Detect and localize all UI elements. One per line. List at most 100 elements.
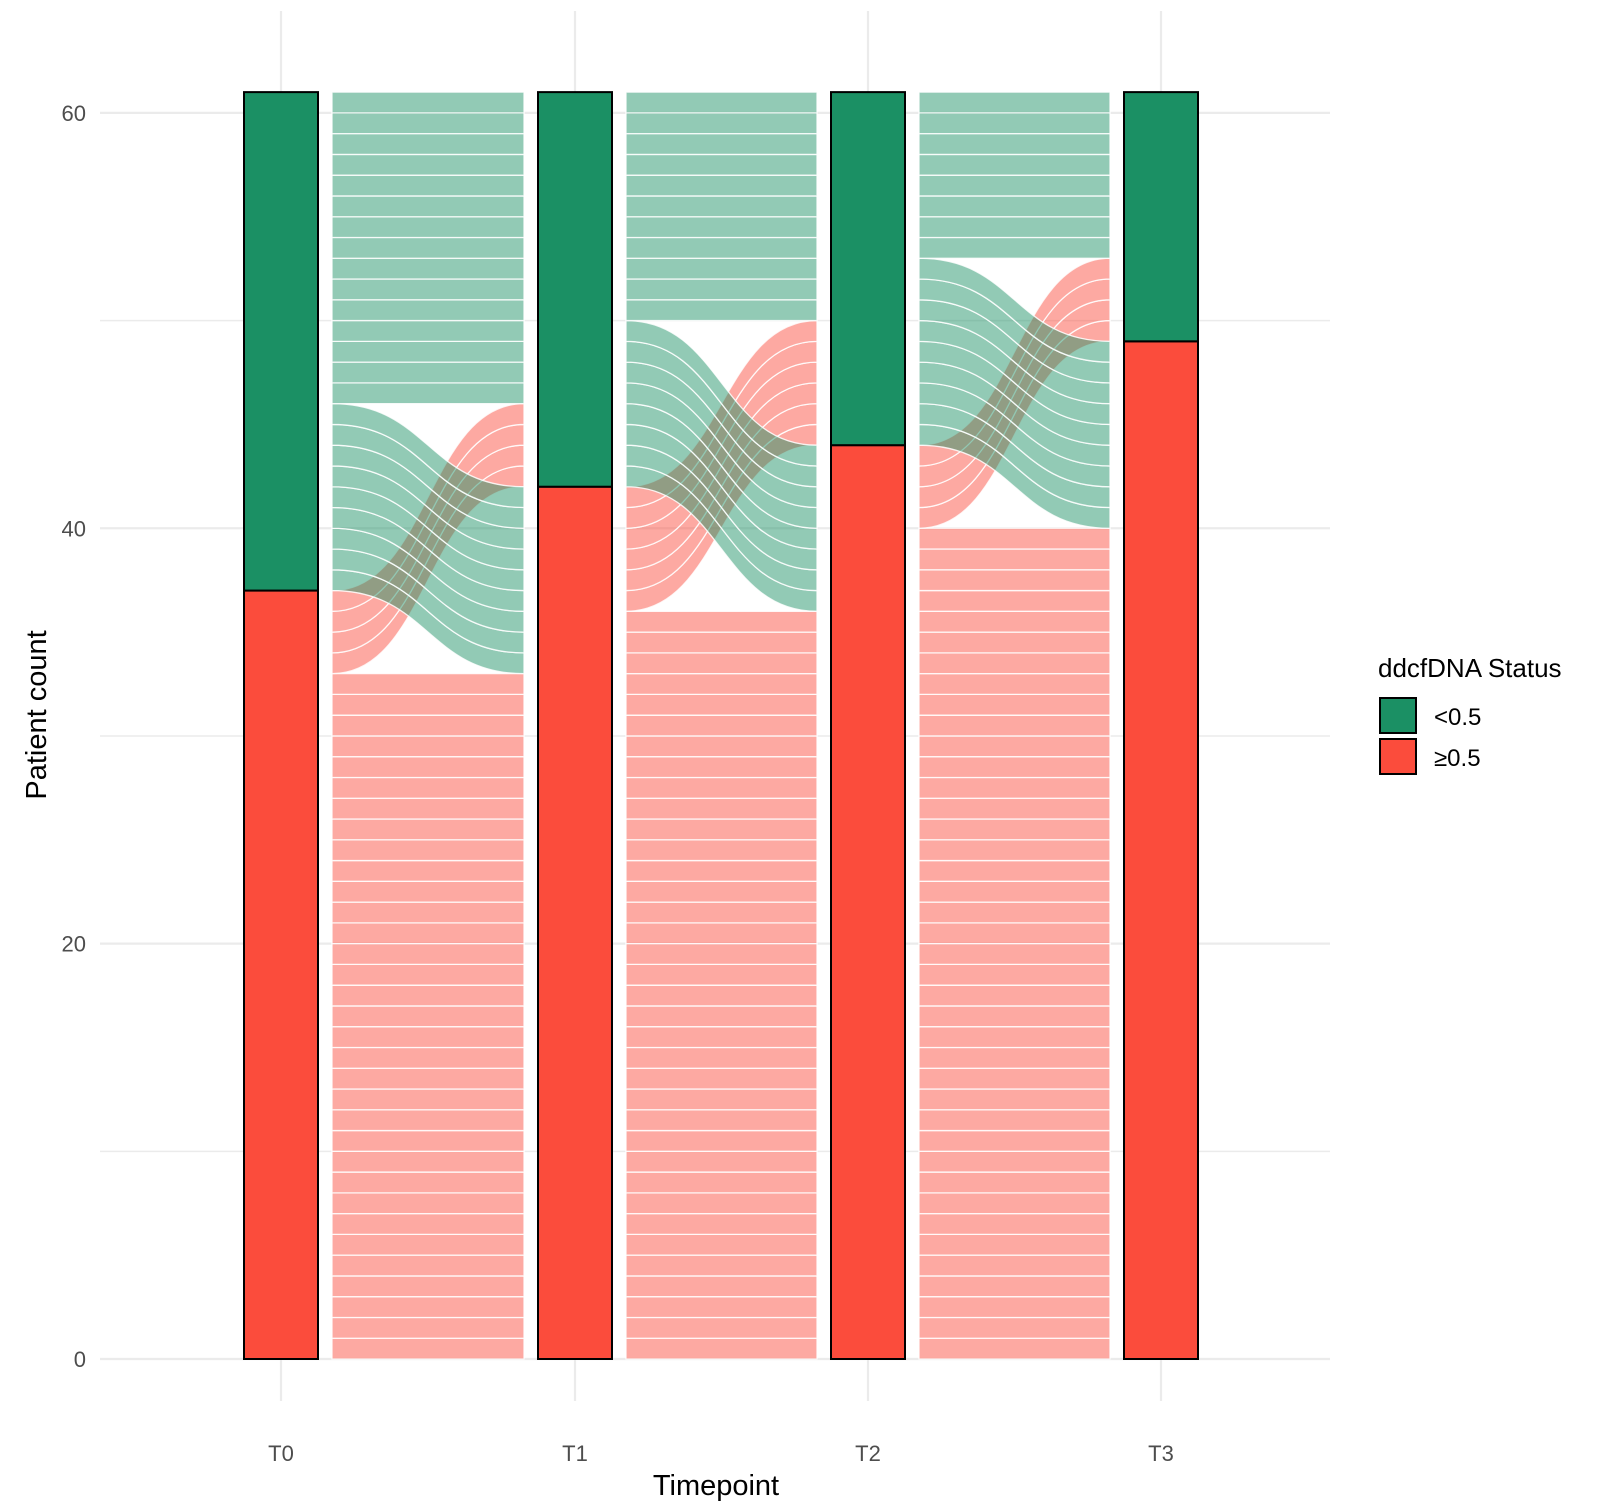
legend-title: ddcfDNA Status <box>1378 653 1562 683</box>
flow-T1-T2-ge-0-5-to-ge-0-5 <box>625 984 818 1007</box>
flow-T2-T3-ge-0-5-to-ge-0-5 <box>918 1067 1111 1090</box>
flow-T1-T2-ge-0-5-to-ge-0-5 <box>625 901 818 924</box>
flow-T0-T1-ge-0-5-to-ge-0-5 <box>331 984 525 1007</box>
flow-T2-T3-ge-0-5-to-ge-0-5 <box>918 942 1111 966</box>
stratum-T2-lt-0-5 <box>830 91 906 447</box>
flow-T0-T1-ge-0-5-to-ge-0-5 <box>331 1109 525 1132</box>
flow-T1-T2-ge-0-5-to-ge-0-5 <box>625 1254 818 1277</box>
flow-T1-T2-ge-0-5-to-ge-0-5 <box>625 942 818 966</box>
flow-T0-T1-ge-0-5-to-ge-0-5 <box>331 693 525 716</box>
flow-T1-T2-ge-0-5-to-ge-0-5 <box>625 672 818 696</box>
flow-T0-T1-ge-0-5-to-ge-0-5 <box>331 1088 525 1111</box>
flow-T1-T2-ge-0-5-to-lt-0-5 <box>625 319 818 509</box>
flow-T1-T2-ge-0-5-to-ge-0-5 <box>625 1212 818 1236</box>
flow-T1-T2-lt-0-5-to-lt-0-5 <box>625 153 818 176</box>
flow-T0-T1-ge-0-5-to-ge-0-5 <box>331 839 525 862</box>
flow-T0-T1-ge-0-5-to-ge-0-5 <box>331 1150 525 1173</box>
flow-T0-T1-lt-0-5-to-lt-0-5 <box>331 216 525 239</box>
flow-T0-T1-ge-0-5-to-ge-0-5 <box>331 1026 525 1049</box>
flow-T0-T1-ge-0-5-to-ge-0-5 <box>331 1067 525 1090</box>
flow-T1-T2-lt-0-5-to-lt-0-5 <box>625 299 818 322</box>
flow-T0-T1-ge-0-5-to-ge-0-5 <box>331 756 525 779</box>
flow-T0-T1-lt-0-5-to-ge-0-5 <box>331 402 525 509</box>
flow-T2-T3-lt-0-5-to-lt-0-5 <box>918 195 1111 218</box>
x-tick-label-T1: T1 <box>562 1441 588 1466</box>
flow-T2-T3-ge-0-5-to-ge-0-5 <box>918 1046 1111 1069</box>
flow-T2-T3-ge-0-5-to-ge-0-5 <box>918 756 1111 779</box>
y-tick-label: 40 <box>62 516 86 541</box>
flow-T2-T3-ge-0-5-to-ge-0-5 <box>918 610 1111 633</box>
tick-layer: 0 20 40 60 T0 T1 T2 T3 <box>62 101 1174 1466</box>
flow-T1-T2-lt-0-5-to-lt-0-5 <box>625 112 818 135</box>
flow-T0-T1-ge-0-5-to-ge-0-5 <box>331 901 525 924</box>
flow-T1-T2-ge-0-5-to-ge-0-5 <box>625 1192 818 1215</box>
flow-T2-T3-ge-0-5-to-ge-0-5 <box>918 880 1111 903</box>
flow-T0-T1-ge-0-5-to-ge-0-5 <box>331 880 525 903</box>
flow-T2-T3-ge-0-5-to-ge-0-5 <box>918 1296 1111 1319</box>
flow-T2-T3-lt-0-5-to-lt-0-5 <box>918 174 1111 197</box>
flow-T2-T3-ge-0-5-to-ge-0-5 <box>918 776 1111 799</box>
flow-T0-T1-ge-0-5-to-ge-0-5 <box>331 714 525 737</box>
x-tick-label-T2: T2 <box>855 1441 881 1466</box>
flow-T2-T3-ge-0-5-to-ge-0-5 <box>918 652 1111 675</box>
flow-T0-T1-ge-0-5-to-ge-0-5 <box>331 922 525 945</box>
flow-T2-T3-ge-0-5-to-ge-0-5 <box>918 1150 1111 1173</box>
flow-T0-T1-ge-0-5-to-ge-0-5 <box>331 776 525 799</box>
x-tick-label-T0: T0 <box>268 1441 294 1466</box>
flow-T0-T1-lt-0-5-to-lt-0-5 <box>331 91 525 114</box>
flow-T0-T1-ge-0-5-to-ge-0-5 <box>331 1005 525 1028</box>
flow-T1-T2-ge-0-5-to-ge-0-5 <box>625 1296 818 1319</box>
y-tick-label: 60 <box>62 101 86 126</box>
flow-T2-T3-ge-0-5-to-ge-0-5 <box>918 1316 1111 1339</box>
flow-T2-T3-lt-0-5-to-lt-0-5 <box>918 216 1111 239</box>
flow-T0-T1-lt-0-5-to-lt-0-5 <box>331 236 525 259</box>
flow-T1-T2-ge-0-5-to-ge-0-5 <box>625 1005 818 1028</box>
flow-T2-T3-lt-0-5-to-lt-0-5 <box>918 112 1111 135</box>
stratum-T1-ge-0-5 <box>537 485 613 1360</box>
flow-T1-T2-ge-0-5-to-ge-0-5 <box>625 922 818 945</box>
flow-T0-T1-lt-0-5-to-lt-0-5 <box>331 257 525 280</box>
flow-T0-T1-ge-0-5-to-ge-0-5 <box>331 735 525 758</box>
flow-T0-T1-ge-0-5-to-ge-0-5 <box>331 1316 525 1339</box>
flow-T0-T1-lt-0-5-to-lt-0-5 <box>331 133 525 156</box>
x-axis-title: Timepoint <box>653 1470 779 1502</box>
flow-T2-T3-ge-0-5-to-ge-0-5 <box>918 735 1111 758</box>
flow-T1-T2-ge-0-5-to-ge-0-5 <box>625 693 818 716</box>
flow-T1-T2-ge-0-5-to-ge-0-5 <box>625 1233 818 1256</box>
flow-T1-T2-lt-0-5-to-lt-0-5 <box>625 236 818 259</box>
flow-T2-T3-lt-0-5-to-ge-0-5 <box>918 257 1111 363</box>
flow-T2-T3-lt-0-5-to-lt-0-5 <box>918 91 1111 114</box>
flow-T1-T2-lt-0-5-to-lt-0-5 <box>625 174 818 197</box>
flow-T1-T2-lt-0-5-to-lt-0-5 <box>625 257 818 280</box>
flow-T0-T1-ge-0-5-to-ge-0-5 <box>331 1275 525 1298</box>
flow-T0-T1-ge-0-5-to-ge-0-5 <box>331 672 525 696</box>
flow-T1-T2-ge-0-5-to-ge-0-5 <box>625 756 818 779</box>
flow-T1-T2-ge-0-5-to-ge-0-5 <box>625 1067 818 1090</box>
flow-T2-T3-ge-0-5-to-ge-0-5 <box>918 527 1111 550</box>
flow-T2-T3-ge-0-5-to-ge-0-5 <box>918 1337 1111 1360</box>
flow-T0-T1-ge-0-5-to-ge-0-5 <box>331 1046 525 1069</box>
legend-swatch-lt-0-5 <box>1379 697 1417 734</box>
flow-T2-T3-lt-0-5-to-lt-0-5 <box>918 153 1111 176</box>
flow-T0-T1-lt-0-5-to-lt-0-5 <box>331 153 525 176</box>
flow-T1-T2-ge-0-5-to-ge-0-5 <box>625 714 818 737</box>
flow-T0-T1-ge-0-5-to-ge-0-5 <box>331 1171 525 1194</box>
flow-T1-T2-ge-0-5-to-ge-0-5 <box>625 1129 818 1152</box>
flow-T0-T1-ge-0-5-to-ge-0-5 <box>331 1129 525 1152</box>
flow-T1-T2-ge-0-5-to-ge-0-5 <box>625 1088 818 1111</box>
flow-T2-T3-lt-0-5-to-lt-0-5 <box>918 133 1111 156</box>
flow-T2-T3-ge-0-5-to-ge-0-5 <box>918 1171 1111 1194</box>
flow-T1-T2-ge-0-5-to-ge-0-5 <box>625 1046 818 1069</box>
flow-T2-T3-ge-0-5-to-ge-0-5 <box>918 548 1111 571</box>
flow-T0-T1-lt-0-5-to-lt-0-5 <box>331 195 525 218</box>
flow-T1-T2-ge-0-5-to-ge-0-5 <box>625 1109 818 1132</box>
flow-T2-T3-ge-0-5-to-ge-0-5 <box>918 589 1111 612</box>
flow-T0-T1-lt-0-5-to-lt-0-5 <box>331 382 525 405</box>
flow-T0-T1-ge-0-5-to-ge-0-5 <box>331 942 525 966</box>
flow-T1-T2-ge-0-5-to-ge-0-5 <box>625 818 818 841</box>
flow-T0-T1-lt-0-5-to-lt-0-5 <box>331 299 525 322</box>
flow-T0-T1-ge-0-5-to-ge-0-5 <box>331 818 525 841</box>
stratum-T2-ge-0-5 <box>830 444 906 1360</box>
flow-T2-T3-ge-0-5-to-ge-0-5 <box>918 984 1111 1007</box>
